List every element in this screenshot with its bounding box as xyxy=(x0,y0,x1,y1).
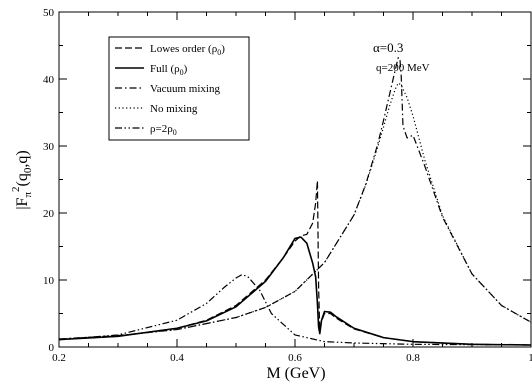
y-label-sub2: 0 xyxy=(22,167,34,173)
legend-label-1: Full (ρ0) xyxy=(150,63,188,77)
y-tick-label-3: 30 xyxy=(43,141,55,153)
y-label-tail: ,q) xyxy=(14,150,31,167)
legend-label-4: ρ=2ρ0 xyxy=(150,123,177,137)
y-tick-label-4: 40 xyxy=(43,74,55,86)
legend: Lowes order (ρ0) Full (ρ0) Vacuum mixing No… xyxy=(108,36,250,141)
annotation-alpha: α=0.3 xyxy=(373,40,403,55)
y-label-sup: 2 xyxy=(10,186,22,192)
x-tick-label-2: 0.6 xyxy=(288,352,302,364)
series-line-1 xyxy=(58,236,532,346)
series-lines xyxy=(58,56,532,346)
y-label-rest: (q xyxy=(14,173,31,186)
legend-label-0: Lowes order (ρ0) xyxy=(150,43,225,57)
y-tick-label-2: 20 xyxy=(43,208,55,220)
legend-label-2: Vacuum mixing xyxy=(150,83,220,95)
x-tick-label-4: 1 xyxy=(528,352,532,364)
annotation-q: q=200 MeV xyxy=(376,62,430,74)
y-tick-label-5: 50 xyxy=(43,7,55,19)
legend-label-3: No mixing xyxy=(150,103,198,115)
series-line-0 xyxy=(58,180,532,346)
y-axis-label: |Fπ2(q0,q) xyxy=(10,150,34,209)
y-tick-label-1: 10 xyxy=(43,275,55,287)
legend-items: Lowes order (ρ0) Full (ρ0) Vacuum mixing No… xyxy=(115,43,225,137)
y-tick-label-0: 0 xyxy=(49,342,55,354)
x-tick-label-0: 0.2 xyxy=(52,352,66,364)
series-line-3 xyxy=(58,82,532,340)
x-tick-label-3: 0.8 xyxy=(406,352,420,364)
x-axis-label: M (GeV) xyxy=(266,365,325,382)
y-label-sub: π xyxy=(22,192,34,198)
x-tick-label-1: 0.4 xyxy=(170,352,184,364)
y-label-base: |F xyxy=(14,197,31,209)
